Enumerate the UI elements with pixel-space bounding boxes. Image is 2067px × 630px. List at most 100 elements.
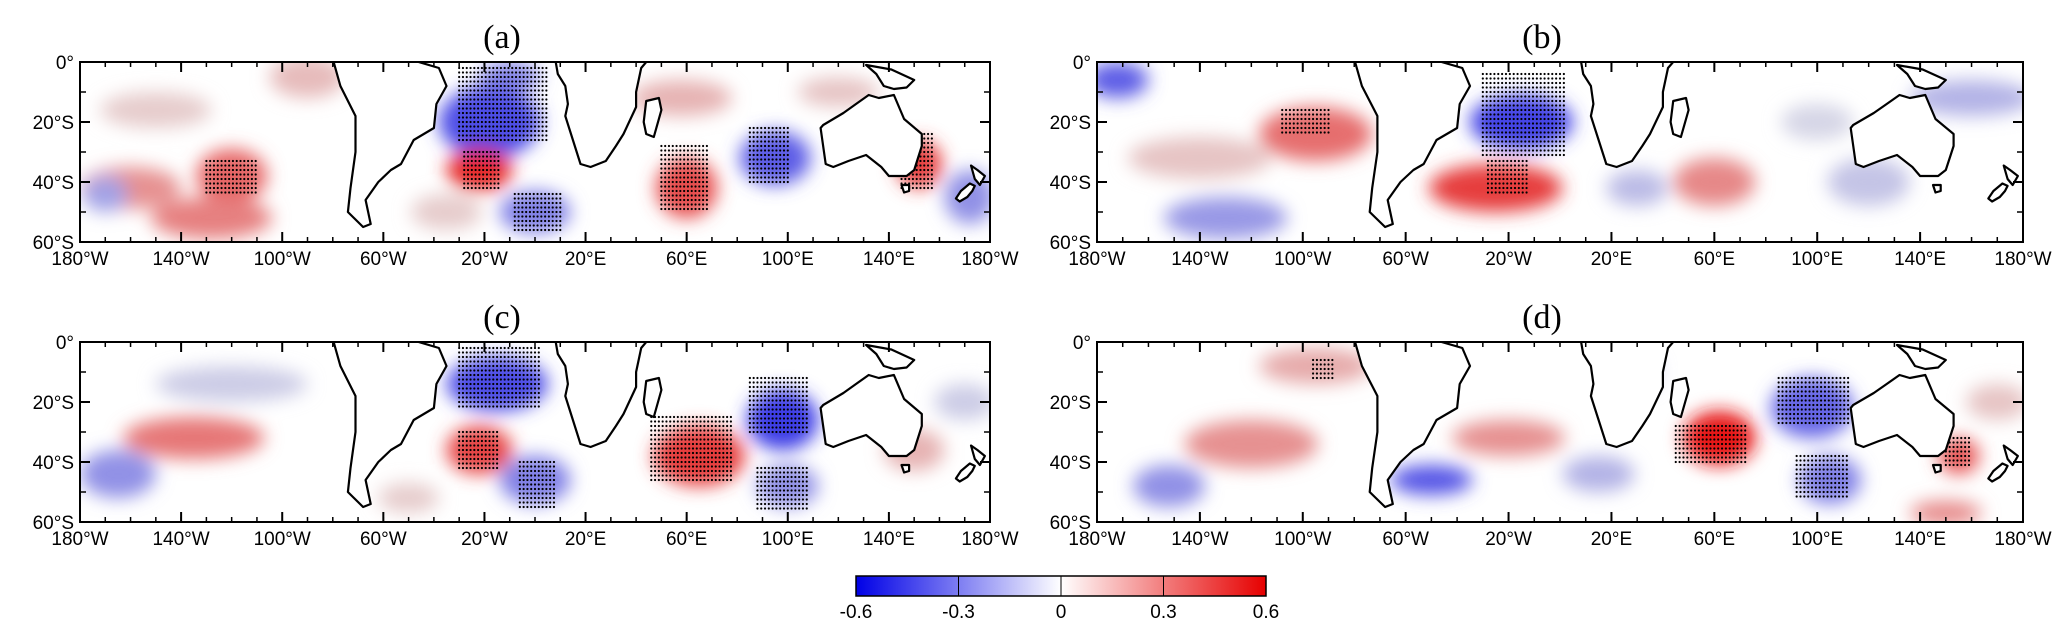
stipple-dot [1555,99,1558,103]
stipple-dot [514,89,518,92]
stipple-dot [537,71,540,74]
anomaly-field [80,342,990,522]
stipple-dot [748,417,751,420]
stipple-dot [522,478,525,482]
stipple-dot [664,149,667,152]
stipple-dot [474,159,477,163]
stipple-dot [473,71,476,74]
stipple-dot [480,453,484,456]
stipple-dot [1497,117,1500,121]
stipple-dot [485,168,489,172]
stipple-dot [794,385,797,389]
stipple-dot [699,474,702,477]
stipple-dot [805,381,808,384]
stipple-dot [786,489,789,492]
stipple-dot [1705,438,1708,441]
stipple-dot [653,451,657,455]
stipple-dot [1512,113,1515,116]
stipple-dot [771,399,774,402]
stipple-dot [657,442,660,446]
stipple-dot [686,176,690,179]
stipple-dot [1705,456,1708,459]
stipple-dot [1964,450,1967,453]
stipple-dot [782,403,786,407]
stipple-dot [653,420,657,423]
stipple-dot [477,84,480,88]
stipple-dot [1952,445,1955,449]
stipple-dot [1513,164,1517,167]
stipple-dot [1717,447,1720,450]
stipple-dot [522,364,525,368]
stipple-dot [1489,95,1492,98]
stipple-dot [1846,408,1850,411]
stipple-dot [1674,429,1677,432]
stipple-dot [775,171,778,175]
stipple-dot [1810,459,1814,462]
stipple-dot [547,224,551,227]
stipple-dot [722,424,725,428]
stipple-dot [1744,442,1747,446]
stipple-dot [1812,376,1815,380]
stipple-dot [522,405,525,408]
x-tick-label: 20°W [1485,249,1532,270]
stipple-dot [492,75,495,79]
stipple-dot [243,186,246,190]
stipple-dot [756,385,759,389]
stipple-dot [1822,490,1825,494]
stipple-dot [748,171,751,175]
stipple-dot [688,478,691,482]
stipple-dot [522,391,525,395]
stipple-dot [1490,177,1493,181]
stipple-dot [691,429,695,432]
stipple-dot [1510,177,1513,181]
stipple-dot [1678,424,1681,428]
stipple-dot [650,451,653,455]
stipple-dot [1800,381,1803,384]
stipple-dot [680,456,683,459]
stipple-dot [547,219,551,223]
stipple-dot [650,460,653,464]
stipple-dot [547,197,551,200]
stipple-dot [930,132,933,136]
stipple-dot [540,192,543,196]
stipple-dot [904,177,907,181]
land-nz-south [954,462,976,483]
stipple-dot [507,84,510,88]
stipple-dot [495,382,499,386]
stipple-dot [1956,450,1959,453]
stipple-dot [718,460,721,464]
stipple-dot [786,140,789,143]
stipple-dot [782,144,786,148]
land-tasmania [900,183,911,194]
stipple-dot [480,111,484,115]
stipple-dot [1508,90,1511,94]
stipple-dot [1528,104,1531,107]
stipple-dot [729,474,733,477]
stipple-dot [669,451,672,455]
land [1353,342,2020,509]
stipple-dot [1686,460,1689,464]
stipple-dot [474,168,477,172]
stipple-dot [528,219,532,223]
stipple-dot [653,429,657,432]
stipple-dot [1489,140,1492,143]
stipple-dot [1543,131,1546,134]
stipple-dot [536,197,539,200]
stipple-dot [660,158,663,161]
stipple-dot [801,381,805,384]
stipple-dot [771,171,774,175]
stipple-dot [465,346,468,350]
stipple-dot [782,167,786,170]
stipple-dot [511,111,514,115]
stipple-dot [1319,358,1322,362]
stipple-dot [526,396,529,399]
stipple-dot [469,396,472,399]
stipple-dot [790,475,793,479]
stipple-dot [676,460,679,464]
stipple-dot [672,442,676,446]
stipple-dot [473,435,476,438]
stipple-dot [1284,122,1288,125]
stipple-dot [794,403,797,407]
y-tick-label: 20°S [1050,113,1091,134]
stipple-dot [541,120,544,124]
